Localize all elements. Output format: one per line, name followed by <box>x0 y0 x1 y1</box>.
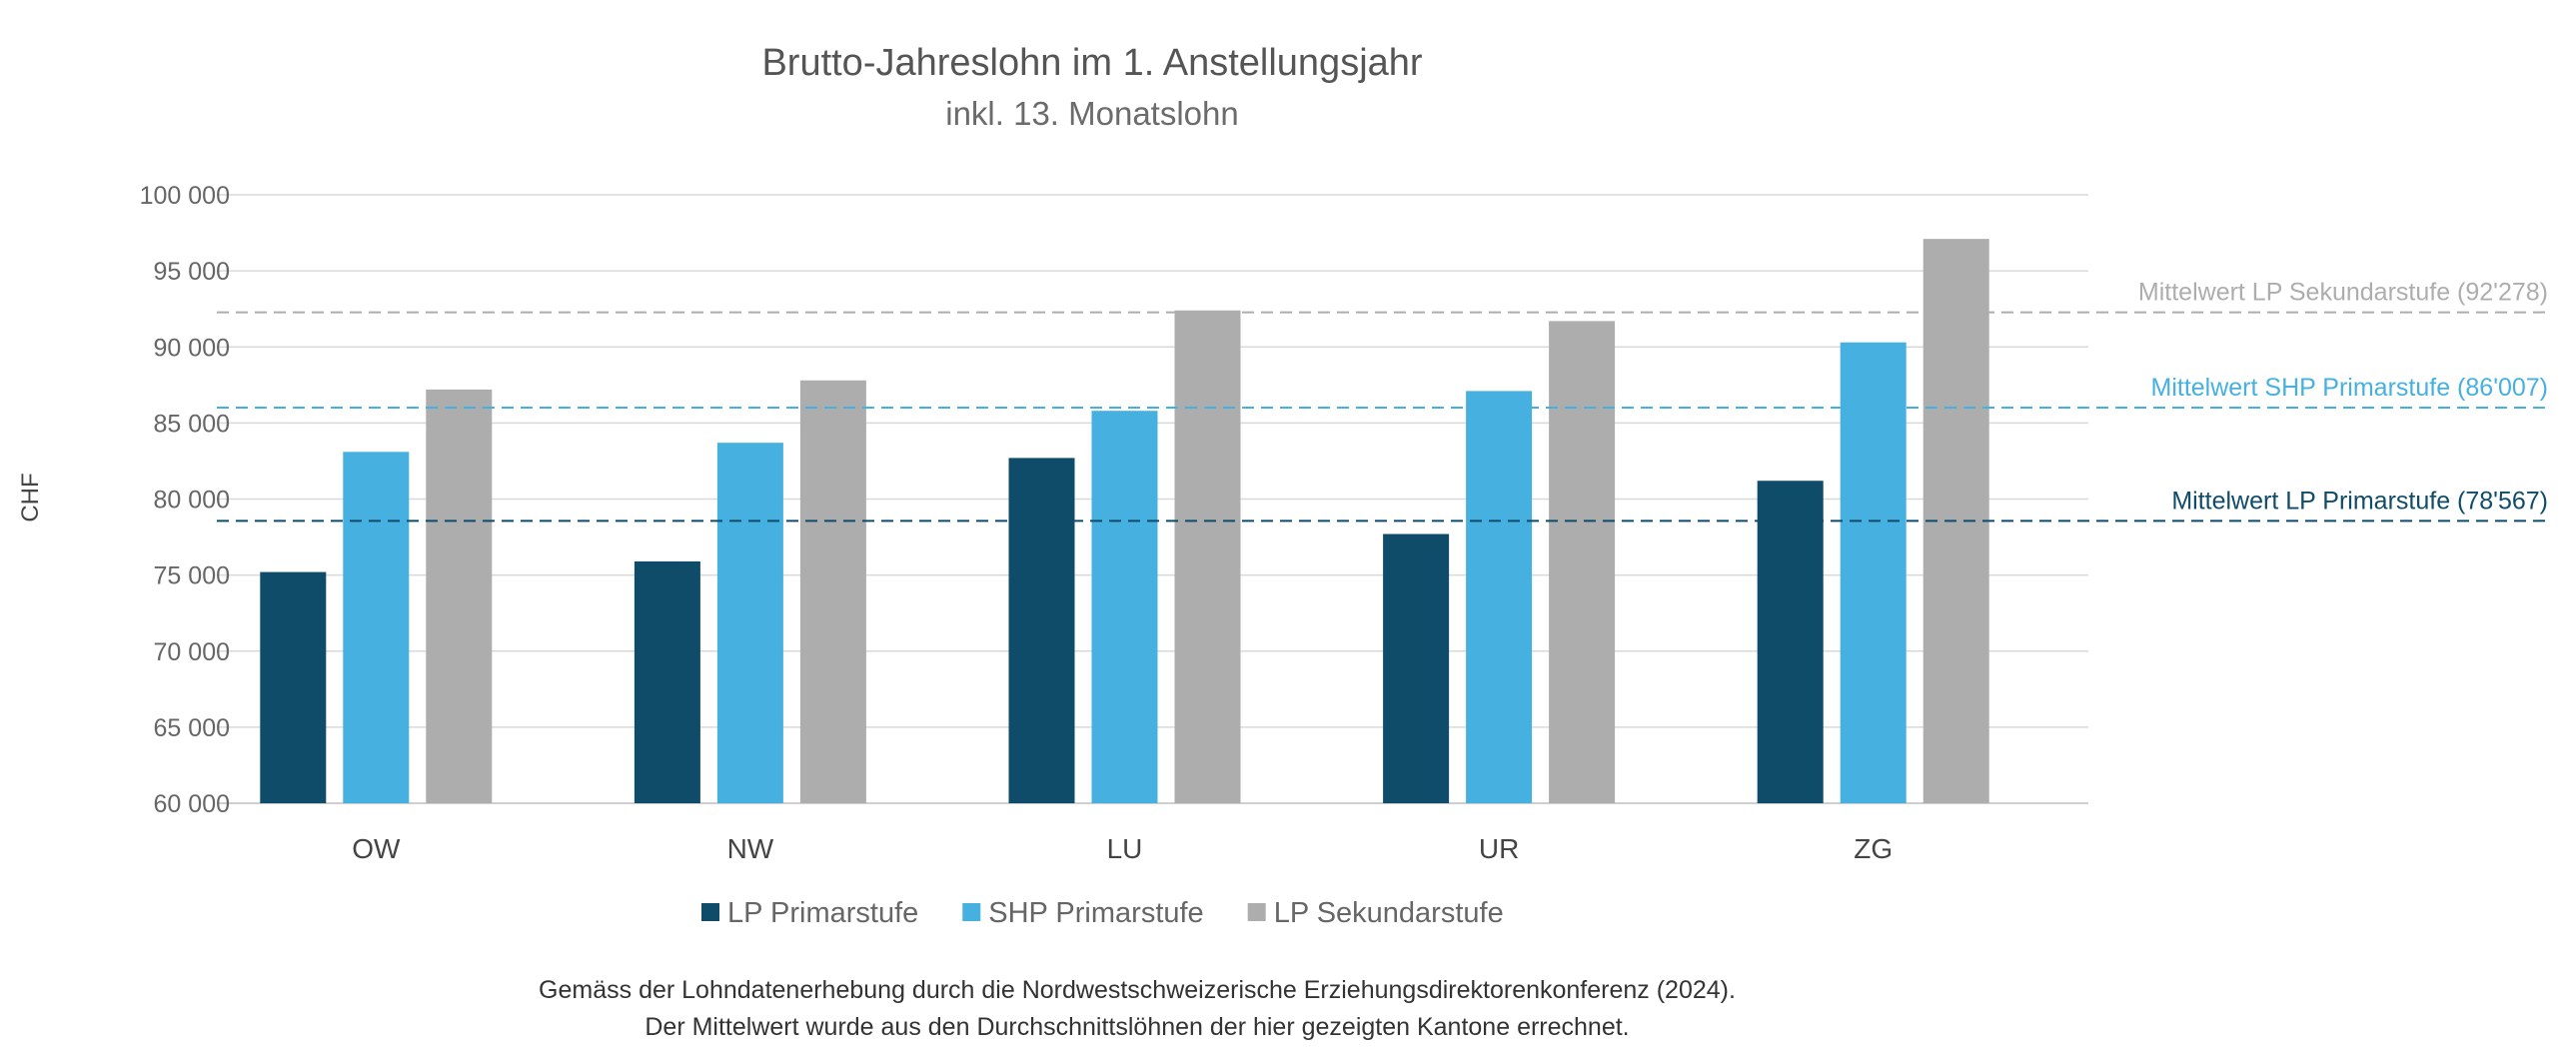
bar <box>1008 458 1075 803</box>
bar <box>634 560 700 803</box>
bar <box>1757 481 1824 803</box>
bars <box>260 239 1989 804</box>
y-tick-label: 80 000 <box>154 487 230 515</box>
bar <box>343 452 410 803</box>
legend-entry: LP Primarstufe <box>727 897 918 929</box>
chart-title: Brutto-Jahreslohn im 1. Anstellungsjahr <box>761 42 1422 84</box>
reference-lines: Mittelwert LP Sekundarstufe (92'278) Mitt… <box>217 279 2551 523</box>
reference-line-label: Mittelwert LP Primarstufe (78'567) <box>2171 487 2548 515</box>
bar <box>260 571 327 803</box>
y-tick-label: 95 000 <box>154 258 230 286</box>
legend-entry: SHP Primarstufe <box>988 897 1203 929</box>
footnote-source: Gemäss der Lohndatenerhebung durch die N… <box>539 976 1736 1004</box>
y-tick-labels: 60 000 65 000 70 000 75 000 80 000 85 000 90 0… <box>140 182 230 818</box>
y-tick-label: 75 000 <box>154 562 230 590</box>
x-tick-label: OW <box>352 833 401 864</box>
legend-swatch <box>1247 903 1266 921</box>
legend-swatch <box>701 903 719 921</box>
bar <box>1840 342 1907 803</box>
category-labels: OW NW LU UR ZG <box>352 833 1893 864</box>
bar <box>1174 310 1241 803</box>
reference-line-label: Mittelwert SHP Primarstufe (86'007) <box>2151 374 2549 402</box>
chart-subtitle: inkl. 13. Monatslohn <box>945 95 1239 132</box>
bar <box>1383 533 1450 803</box>
y-tick-label: 100 000 <box>140 182 230 210</box>
y-tick-label: 90 000 <box>154 334 230 362</box>
y-axis-label: CHF <box>17 473 44 522</box>
bar <box>426 389 493 803</box>
x-tick-label: ZG <box>1854 833 1893 864</box>
footnote-method: Der Mittelwert wurde aus den Durchschnit… <box>644 1013 1629 1041</box>
y-tick-label: 85 000 <box>154 410 230 438</box>
bar <box>1091 411 1158 803</box>
y-tick-label: 60 000 <box>154 790 230 818</box>
legend-swatch <box>962 903 981 921</box>
y-tick-label: 70 000 <box>154 638 230 666</box>
legend-entry: LP Sekundarstufe <box>1274 897 1504 929</box>
reference-line-label: Mittelwert LP Sekundarstufe (92'278) <box>2138 279 2548 307</box>
x-tick-label: UR <box>1479 833 1519 864</box>
legend: LP Primarstufe SHP Primarstufe LP Sekundar… <box>701 897 1504 929</box>
bar <box>1549 321 1616 803</box>
bar <box>716 443 783 803</box>
bar <box>799 380 866 803</box>
x-tick-label: LU <box>1107 833 1143 864</box>
y-tick-label: 65 000 <box>154 714 230 742</box>
x-tick-label: NW <box>727 833 774 864</box>
bar <box>1466 391 1533 803</box>
